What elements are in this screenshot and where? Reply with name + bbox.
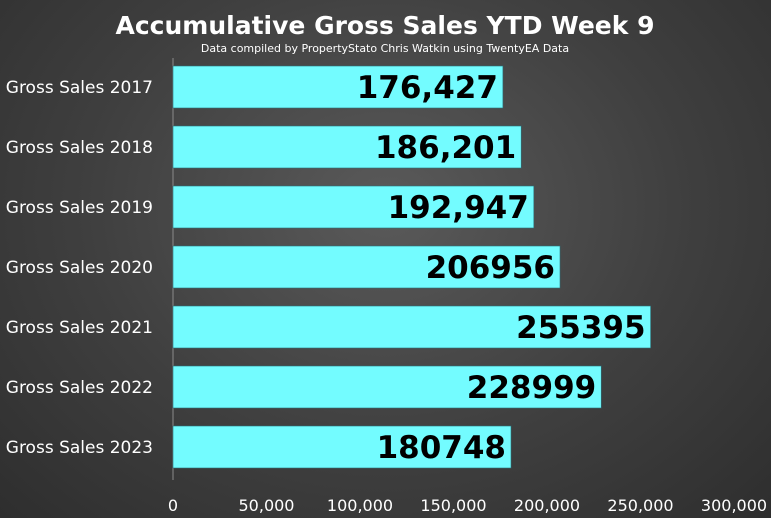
category-label: Gross Sales 2018 [6, 138, 153, 158]
x-tick-label: 150,000 [420, 496, 486, 515]
data-label: 176,427 [357, 70, 498, 106]
category-label: Gross Sales 2023 [6, 438, 153, 458]
data-label: 228999 [467, 370, 596, 406]
bar [172, 425, 512, 469]
category-label: Gross Sales 2019 [6, 198, 153, 218]
chart-title: Accumulative Gross Sales YTD Week 9 [116, 11, 655, 40]
bar [172, 125, 522, 169]
category-label: Gross Sales 2017 [6, 78, 153, 98]
bars-group: Gross Sales 2017 176,427 Gross Sales 2018 1… [6, 65, 651, 469]
chart-subtitle: Data compiled by PropertyStato Chris Wat… [201, 42, 569, 55]
data-label: 180748 [377, 430, 506, 466]
data-label: 206956 [426, 250, 555, 286]
bar [172, 65, 504, 109]
x-tick-label: 100,000 [327, 496, 393, 515]
category-label: Gross Sales 2021 [6, 318, 153, 338]
category-label: Gross Sales 2020 [6, 258, 153, 278]
bar [172, 305, 651, 349]
data-label: 192,947 [388, 190, 529, 226]
data-label: 255395 [516, 310, 645, 346]
x-tick-label: 0 [168, 496, 178, 515]
x-tick-label: 200,000 [514, 496, 580, 515]
bar [172, 365, 602, 409]
bar [172, 245, 561, 289]
x-tick-label: 250,000 [607, 496, 673, 515]
x-tick-label: 300,000 [701, 496, 767, 515]
category-label: Gross Sales 2022 [6, 378, 153, 398]
data-label: 186,201 [375, 130, 516, 166]
x-tick-label: 50,000 [239, 496, 295, 515]
x-axis-ticks: 0 50,000 100,000 150,000 200,000 250,000 300,0… [168, 496, 767, 515]
bar [172, 185, 535, 229]
